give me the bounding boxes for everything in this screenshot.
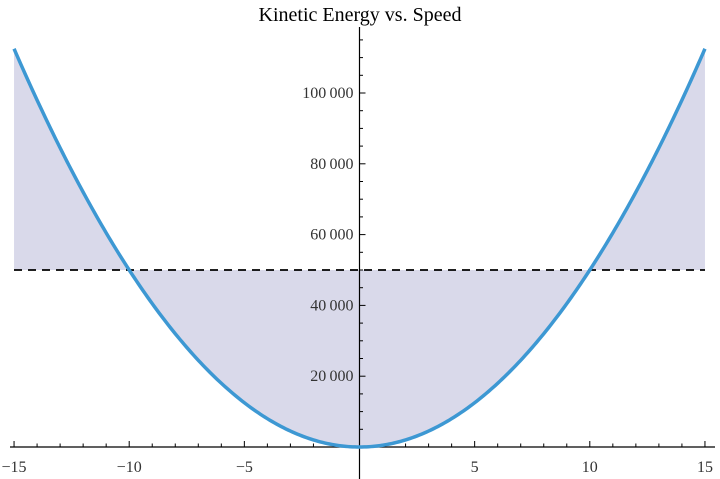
x-tick-label: 5: [471, 459, 479, 476]
y-tick-label: 20 000: [310, 368, 353, 385]
y-tick-label: 100 000: [302, 85, 353, 102]
curve-path: [12, 48, 707, 449]
x-tick-label: −15: [2, 459, 27, 476]
ke-curve: [12, 48, 707, 449]
x-tick-label: −5: [236, 459, 253, 476]
x-tick-labels: −15 −10 −5 5 10 15: [2, 459, 713, 476]
y-tick-labels: 20 000 40 000 60 000 80 000 100 000: [302, 85, 353, 385]
y-tick-label: 40 000: [310, 297, 353, 314]
chart-title: Kinetic Energy vs. Speed: [259, 4, 462, 26]
y-tick-label: 80 000: [310, 156, 353, 173]
x-tick-label: −10: [117, 459, 142, 476]
x-tick-label: 15: [697, 459, 713, 476]
x-tick-label: 10: [582, 459, 598, 476]
y-tick-label: 60 000: [310, 227, 353, 244]
